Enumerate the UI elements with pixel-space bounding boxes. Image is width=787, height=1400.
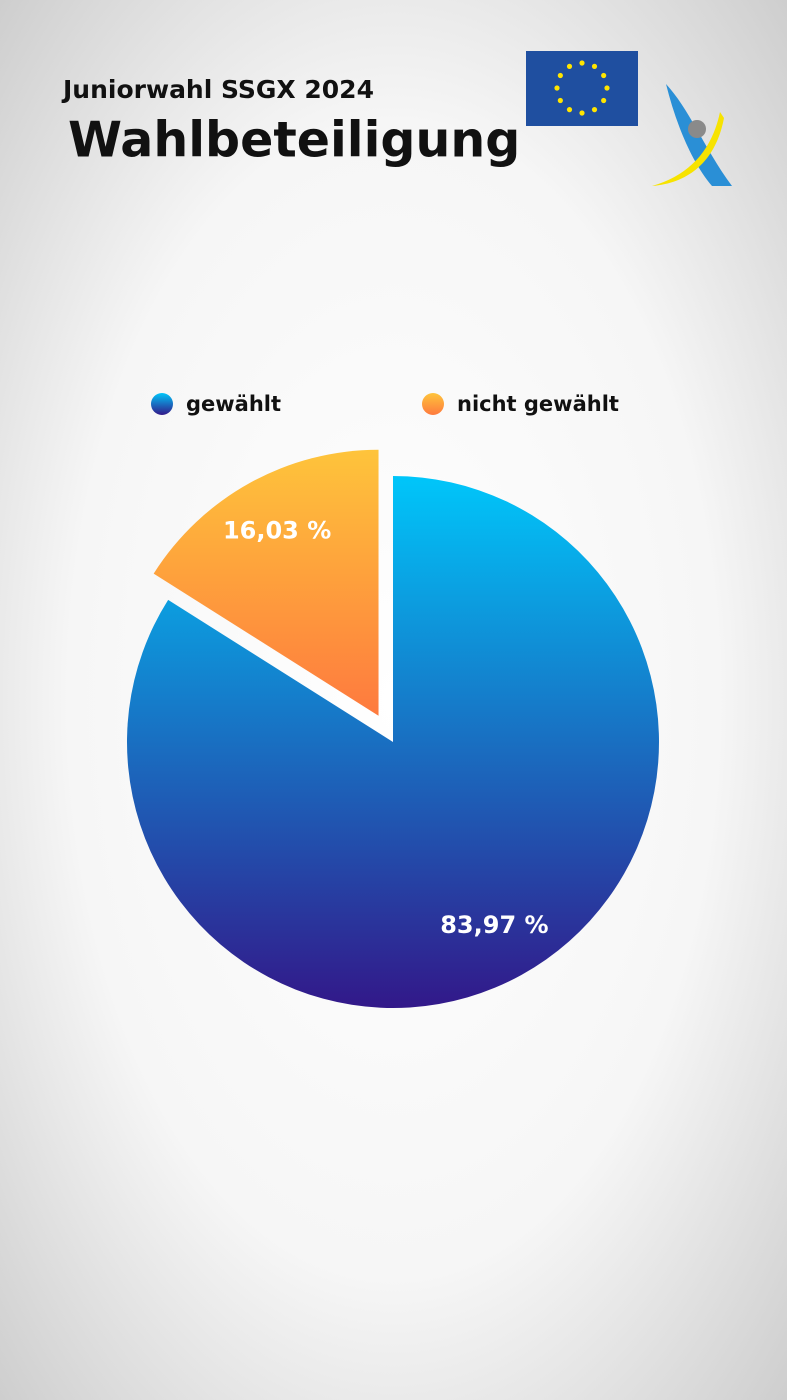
pie-slice (127, 476, 660, 1008)
chart-title: Wahlbeteiligung (68, 112, 520, 169)
legend-label: gewählt (186, 392, 281, 416)
eu-flag (526, 51, 638, 126)
data-label: 83,97 % (440, 911, 548, 939)
logo (652, 84, 732, 186)
chart-subtitle: Juniorwahl SSGX 2024 (61, 75, 374, 104)
legend-marker (422, 393, 444, 415)
legend-label: nicht gewählt (457, 392, 619, 416)
pie-slice (153, 449, 379, 716)
data-label: 16,03 % (223, 517, 331, 545)
legend-marker (151, 393, 173, 415)
